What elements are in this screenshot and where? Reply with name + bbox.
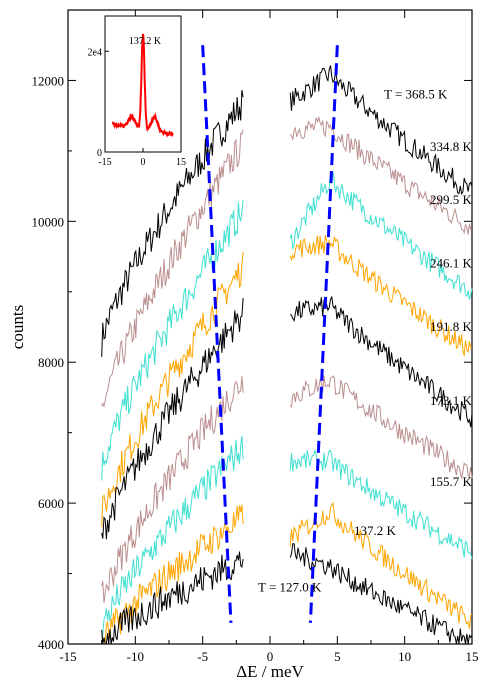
y-tick-label-2: 8000: [38, 355, 64, 370]
series-layer: [101, 65, 473, 645]
series-left-2: [101, 200, 244, 481]
dashed-trend-0: [201, 45, 233, 623]
x-tick-label-2: -5: [197, 649, 208, 664]
x-tick-label-3: 0: [267, 649, 274, 664]
series-right-8: [289, 543, 473, 645]
dashed-trend-1: [308, 45, 339, 623]
dashed-lines: [201, 45, 339, 623]
series-right-4: [289, 295, 473, 428]
y-axis-title: counts: [8, 305, 27, 349]
series-left-7: [101, 504, 244, 645]
series-label-2: 299.5 K: [430, 192, 473, 207]
axis-ticks: -15 -10 -5 0 5 10 15 4000 6000 8000 10000 12000: [32, 10, 479, 664]
series-label-7: 137.2 K: [354, 523, 397, 538]
inset-x-tick-label-2: 15: [176, 157, 186, 168]
series-right-1: [289, 115, 473, 235]
series-left-4: [101, 297, 244, 540]
inset-annotation: 137.2 K: [129, 36, 162, 47]
inset-x-tick-label-1: 0: [141, 157, 146, 168]
series-left-0: [101, 90, 244, 357]
x-tick-label-4: 5: [334, 649, 341, 664]
series-left-5: [101, 376, 244, 604]
x-tick-label-5: 10: [398, 649, 411, 664]
x-tick-label-6: 15: [466, 649, 479, 664]
inset-series-line: [111, 33, 174, 138]
series-right-7: [289, 501, 473, 629]
series-right-3: [289, 234, 473, 357]
series-labels: T = 368.5 K 334.8 K 299.5 K 246.1 K 191.8 K 1…: [258, 86, 473, 594]
inset-y-tick-label-0: 0: [97, 148, 102, 159]
y-tick-label-1: 6000: [38, 496, 64, 511]
series-left-3: [101, 251, 244, 528]
inset-x-tick-label-0: -15: [98, 157, 111, 168]
y-tick-label-4: 12000: [32, 73, 65, 88]
y-tick-label-3: 10000: [32, 214, 65, 229]
series-right-2: [289, 171, 473, 300]
series-label-6: 155.7 K: [430, 474, 473, 489]
y-tick-label-0: 4000: [38, 637, 64, 652]
series-right-6: [289, 448, 473, 560]
x-tick-label-1: -10: [127, 649, 144, 664]
x-axis-title: ΔE / meV: [236, 662, 304, 681]
series-label-0: T = 368.5 K: [384, 86, 448, 101]
series-right-5: [289, 375, 473, 479]
series-label-4: 191.8 K: [430, 319, 473, 334]
series-label-1: 334.8 K: [430, 139, 473, 154]
series-label-3: 246.1 K: [430, 255, 473, 270]
series-left-8: [101, 551, 244, 645]
series-label-5: 173.1 K: [430, 393, 473, 408]
x-tick-label-0: -15: [59, 649, 76, 664]
series-left-6: [101, 436, 244, 643]
series-right-0: [289, 65, 473, 196]
series-label-8: T = 127.0 K: [258, 580, 322, 595]
inset-y-tick-label-1: 2e4: [88, 47, 102, 58]
series-left-1: [101, 129, 244, 408]
